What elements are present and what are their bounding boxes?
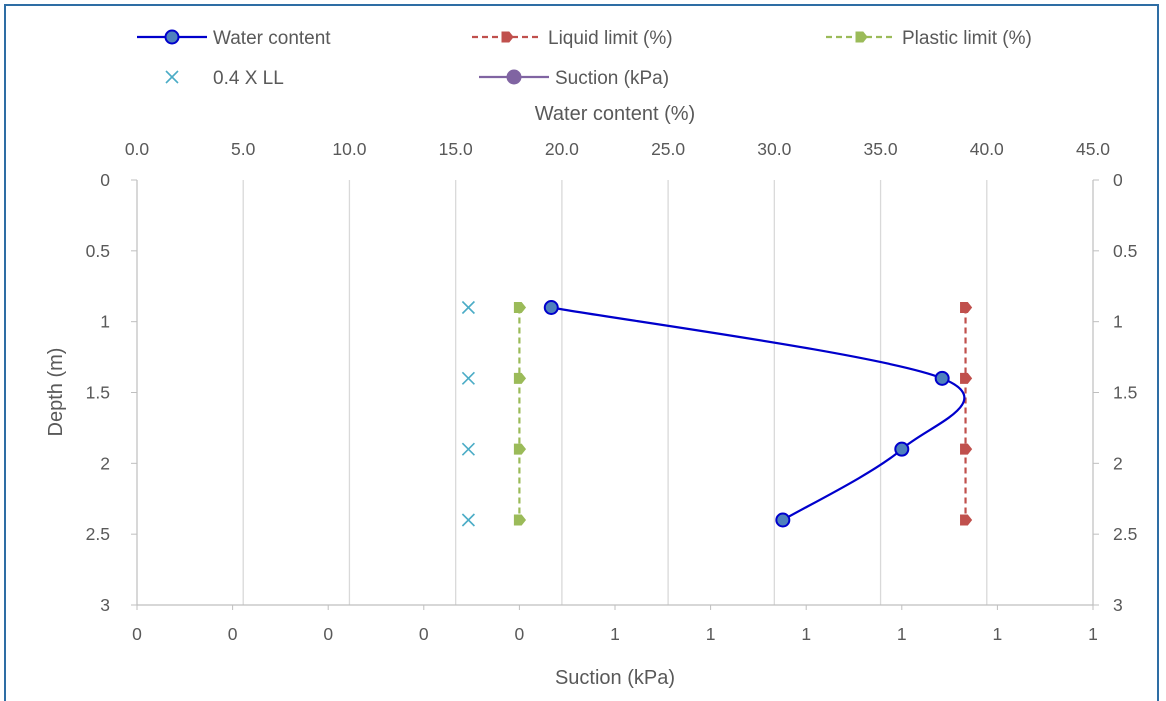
data-point-marker (513, 302, 527, 313)
data-point-x-stroke (461, 300, 475, 315)
data-point-marker (960, 443, 973, 455)
top-axis-title: Water content (%) (535, 103, 695, 125)
data-point-marker (960, 514, 973, 526)
data-point-x-stroke (461, 371, 475, 385)
data-point-marker (461, 513, 475, 527)
legend-label: Water content (213, 28, 331, 49)
right-axis-tick-label: 0 (1113, 170, 1123, 190)
bottom-axis-tick-label: 0 (228, 624, 238, 644)
data-point-marker (513, 443, 527, 455)
legend-label: 0.4 X LL (213, 68, 284, 89)
bottom-axis-tick-label: 1 (897, 624, 907, 644)
legend-item: Plastic limit (%) (826, 28, 1032, 49)
top-axis-tick-label: 30.0 (757, 139, 791, 159)
top-axis-tick-label: 40.0 (970, 139, 1004, 159)
data-point-marker (164, 29, 180, 45)
top-axis-tick-label: 0.0 (125, 139, 150, 159)
bottom-axis-tick-label: 1 (993, 624, 1003, 644)
data-point-marker (855, 31, 868, 43)
left-axis-tick-label: 1 (100, 312, 110, 332)
top-axis-tick-label: 10.0 (332, 139, 366, 159)
data-point-marker (506, 69, 522, 85)
bottom-axis-tick-label: 1 (706, 624, 716, 644)
data-point-marker (501, 31, 514, 43)
data-point-marker (461, 442, 475, 456)
right-axis-tick-label: 1.5 (1113, 383, 1137, 403)
data-point-marker (775, 512, 791, 528)
series-water-content (543, 300, 966, 528)
top-axis-tick-label: 15.0 (439, 139, 473, 159)
left-axis-tick-label: 0.5 (86, 241, 110, 261)
data-point-x-stroke (461, 513, 475, 527)
bottom-axis-tick-label: 1 (1088, 624, 1098, 644)
legend-item: Liquid limit (%) (472, 28, 673, 49)
data-point-marker (960, 372, 973, 384)
series-line (551, 306, 966, 521)
data-point-marker (543, 300, 559, 315)
data-point-marker (894, 441, 910, 457)
data-point-marker (513, 372, 527, 384)
bottom-axis-tick-label: 1 (610, 624, 620, 644)
left-axis-title: Depth (m) (45, 348, 67, 437)
grid-lines (242, 180, 988, 605)
left-axis-tick-label: 0 (100, 170, 110, 190)
left-axis-tick-label: 1.5 (86, 383, 110, 403)
data-point-x-stroke (165, 70, 179, 84)
data-point-marker (934, 370, 950, 386)
legend-item: Suction (kPa) (479, 68, 669, 89)
series-0-4-x-ll (461, 300, 475, 527)
legend-label: Suction (kPa) (555, 68, 669, 89)
top-axis-tick-label: 45.0 (1076, 139, 1110, 159)
bottom-axis-tick-label: 0 (323, 624, 333, 644)
data-point-marker (461, 300, 475, 315)
right-axis-tick-label: 2.5 (1113, 524, 1137, 544)
series-liquid-limit (960, 302, 973, 526)
bottom-axis-tick-label: 0 (419, 624, 429, 644)
legend: Water content Liquid limit (%) Plastic lim… (137, 28, 1032, 89)
right-axis-tick-label: 3 (1113, 595, 1123, 615)
legend-item: Water content (137, 28, 331, 49)
right-axis-tick-label: 1 (1113, 312, 1123, 332)
data-point-x-stroke (461, 442, 475, 456)
top-axis-tick-label: 35.0 (864, 139, 898, 159)
bottom-axis-tick-label: 1 (801, 624, 811, 644)
legend-label: Liquid limit (%) (548, 28, 673, 49)
top-axis-tick-label: 25.0 (651, 139, 685, 159)
top-axis-tick-label: 20.0 (545, 139, 579, 159)
left-axis-tick-label: 3 (100, 595, 110, 615)
series-plastic-limit (513, 302, 527, 526)
bottom-axis-title: Suction (kPa) (555, 667, 675, 689)
legend-item: 0.4 X LL (165, 68, 284, 89)
series (461, 300, 973, 528)
left-axis-tick-label: 2 (100, 453, 110, 473)
legend-label: Plastic limit (%) (902, 28, 1032, 49)
bottom-axis-tick-label: 0 (132, 624, 142, 644)
left-axis-tick-label: 2.5 (86, 524, 110, 544)
data-point-marker (513, 514, 527, 526)
top-axis-tick-label: 5.0 (231, 139, 256, 159)
data-point-marker (165, 70, 179, 84)
bottom-axis-tick-label: 0 (515, 624, 525, 644)
data-point-marker (461, 371, 475, 385)
right-axis-tick-label: 0.5 (1113, 241, 1137, 261)
data-point-marker (960, 302, 973, 313)
right-axis-tick-label: 2 (1113, 453, 1123, 473)
axes: 0.0 5.0 10.0 15.0 20.0 25.0 30.0 35.0 40.0 45.00 0… (45, 103, 1137, 689)
